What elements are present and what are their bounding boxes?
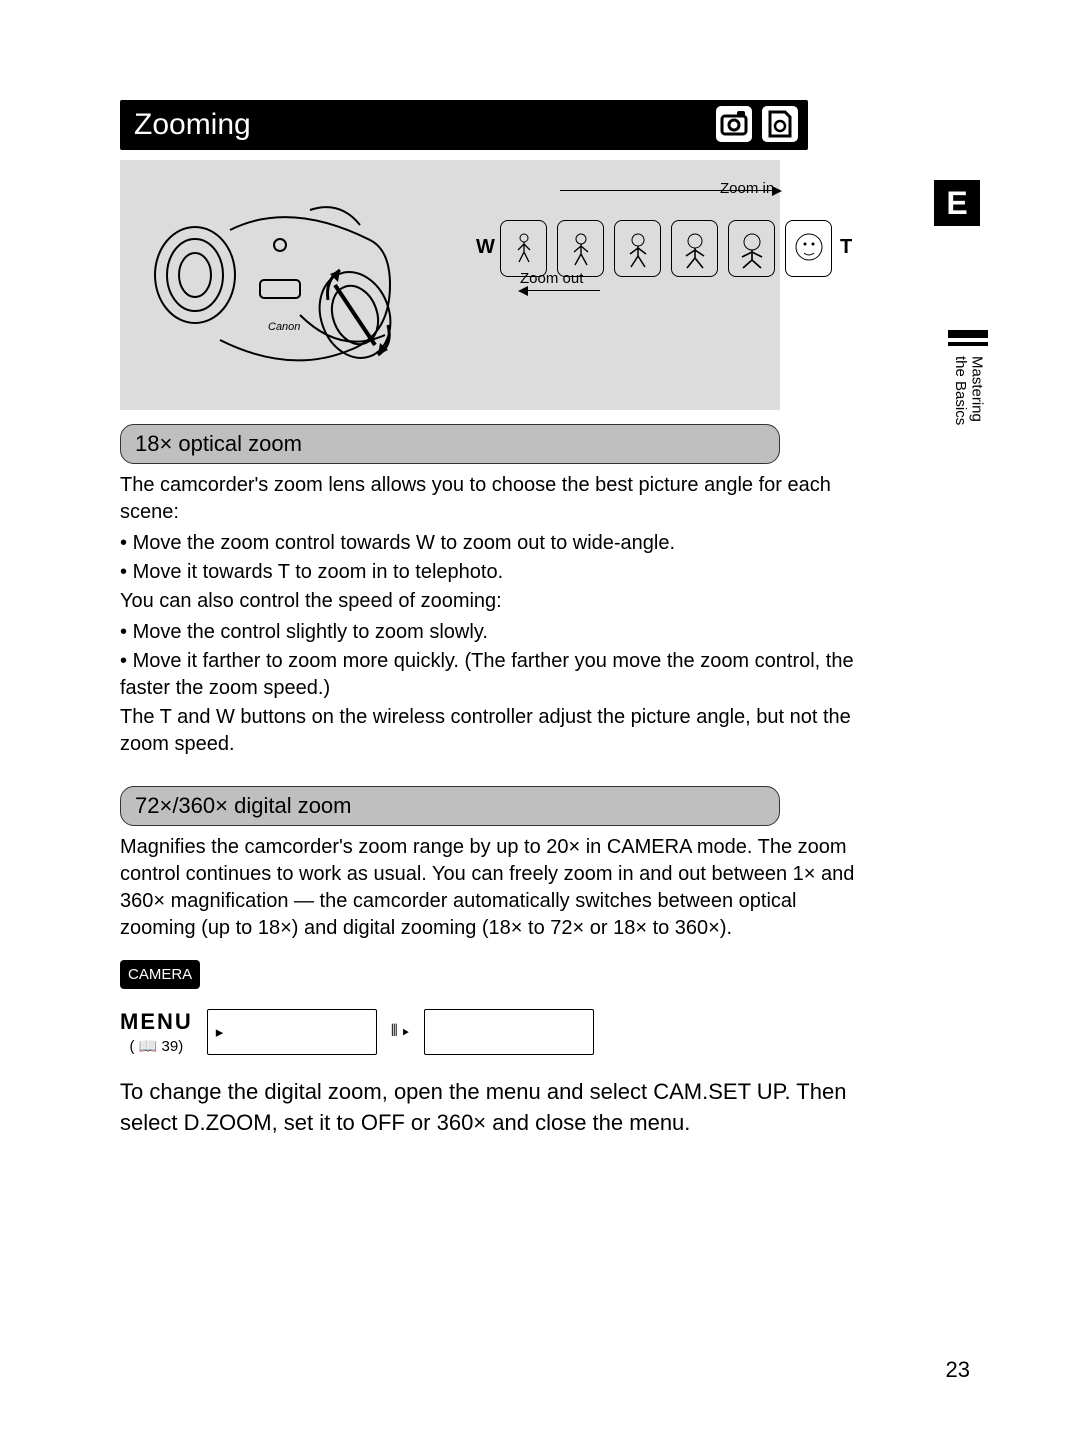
page-number: 23 (946, 1357, 970, 1383)
mode-icons (714, 104, 800, 144)
language-e-box: E (934, 180, 980, 226)
zoom-in-label: Zoom in (720, 180, 774, 197)
menu-ref: ( 📖 39) (130, 1037, 184, 1055)
camera-mode-icon (714, 104, 754, 144)
digital-zoom-heading: 72×/360× digital zoom (120, 786, 780, 826)
zoom-t-label: T (840, 236, 852, 259)
figure-icon (794, 229, 824, 269)
zoom-thumb (671, 220, 718, 277)
optical-bullets-2: Move the control slightly to zoom slowly… (120, 619, 860, 702)
chapter-label-line1: Mastering (969, 356, 986, 422)
menu-row: MENU ( 📖 39) ▸ ⦀ ▸ (120, 1009, 990, 1055)
zoom-in-arrow (560, 190, 780, 191)
speed-intro: You can also control the speed of zoomin… (120, 588, 860, 615)
figure-icon (737, 229, 767, 269)
menu-label-block: MENU ( 📖 39) (120, 1009, 193, 1055)
zoom-thumb (614, 220, 661, 277)
optical-bullets-1: Move the zoom control towards W to zoom … (120, 530, 860, 586)
figure-icon (509, 229, 539, 269)
chapter-label: Mastering the Basics (952, 356, 985, 425)
zoom-w-label: W (476, 236, 495, 259)
digital-para: Magnifies the camcorder's zoom range by … (120, 834, 860, 942)
page-title-bar: Zooming (120, 100, 808, 150)
zoom-out-label: Zoom out (520, 270, 583, 287)
chapter-tab: Mastering the Basics (948, 330, 988, 425)
camcorder-figure: Canon W T Zoom in Zo (120, 160, 780, 410)
figure-icon (680, 229, 710, 269)
brand-text: Canon (268, 321, 300, 333)
menu-word: MENU (120, 1009, 193, 1035)
menu-step-box-1: ▸ (207, 1009, 377, 1055)
bullet-item: Move the zoom control towards W to zoom … (120, 530, 860, 557)
bullet-item: Move it farther to zoom more quickly. (T… (120, 648, 860, 702)
figure-icon (623, 229, 653, 269)
page-title: Zooming (134, 108, 251, 142)
optical-zoom-heading: 18× optical zoom (120, 424, 780, 464)
optical-note: The T and W buttons on the wireless cont… (120, 704, 860, 758)
tab-bar-thin (948, 342, 988, 346)
card-mode-icon (760, 104, 800, 144)
optical-zoom-body: The camcorder's zoom lens allows you to … (120, 472, 860, 758)
zoom-thumb (728, 220, 775, 277)
bullet-item: Move it towards T to zoom in to telephot… (120, 559, 860, 586)
page: Zooming E Mastering the Basics (0, 0, 1080, 1443)
tab-bar-thick (948, 330, 988, 338)
language-e-label: E (946, 185, 967, 222)
menu-separator: ⦀ ▸ (391, 1023, 410, 1041)
menu-step-box-2 (424, 1009, 594, 1055)
zoom-thumb (557, 220, 604, 277)
zoom-thumbnail-strip (500, 220, 832, 277)
zoom-thumb (785, 220, 832, 277)
digital-zoom-body: Magnifies the camcorder's zoom range by … (120, 834, 860, 942)
figure-icon (566, 229, 596, 269)
optical-intro: The camcorder's zoom lens allows you to … (120, 472, 860, 526)
chapter-label-line2: the Basics (952, 356, 969, 425)
digital-zoom-instruction: To change the digital zoom, open the men… (120, 1077, 860, 1139)
camcorder-illustration: Canon (140, 170, 420, 400)
bullet-item: Move the control slightly to zoom slowly… (120, 619, 860, 646)
zoom-thumb (500, 220, 547, 277)
zoom-out-arrow (520, 290, 600, 291)
camera-mode-tag: CAMERA (120, 960, 200, 989)
